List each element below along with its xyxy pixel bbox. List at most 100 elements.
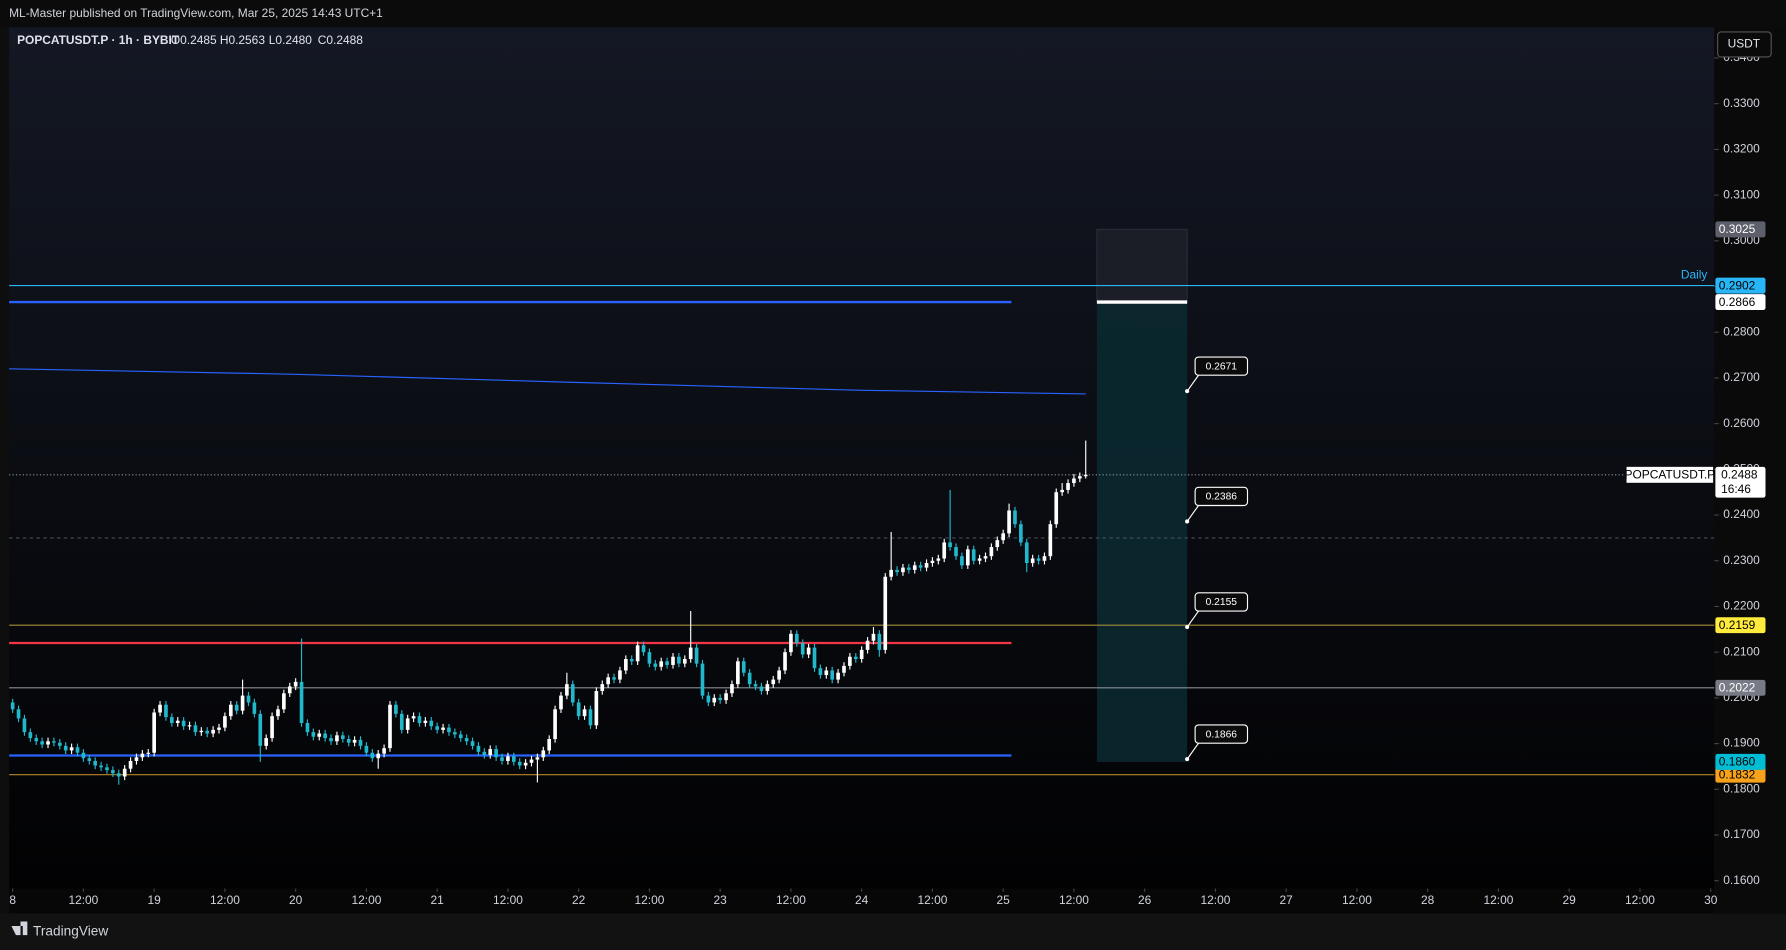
candle-body bbox=[1072, 478, 1076, 484]
candle-body bbox=[541, 750, 546, 758]
chart-layer: 0.16000.17000.18000.19000.20000.21000.22… bbox=[9, 50, 1766, 907]
candle-body bbox=[323, 733, 327, 739]
candle-body bbox=[977, 558, 982, 561]
candle-body bbox=[907, 567, 911, 570]
candle-body bbox=[712, 697, 717, 703]
candle-body bbox=[435, 726, 439, 730]
chart-title: POPCATUSDT.P · 1h · BYBIT bbox=[17, 33, 180, 47]
candle-body bbox=[718, 697, 722, 701]
plot-area bbox=[9, 27, 1715, 889]
candle-body bbox=[16, 709, 21, 719]
currency-button-label[interactable]: USDT bbox=[1728, 37, 1761, 51]
candle-body bbox=[417, 716, 422, 724]
candle-body bbox=[447, 727, 451, 733]
candle-body bbox=[370, 752, 375, 759]
candle-body bbox=[170, 717, 174, 724]
x-tick-label: 22 bbox=[572, 893, 586, 907]
candle-body bbox=[494, 749, 498, 758]
candle-body bbox=[924, 563, 929, 568]
candle-body bbox=[1078, 476, 1082, 479]
candle-body bbox=[63, 745, 68, 751]
candle-body bbox=[311, 732, 316, 737]
candle-body bbox=[75, 747, 80, 753]
ohlc-value: C0.2488 bbox=[318, 33, 363, 47]
position-target-zone bbox=[1096, 302, 1188, 762]
x-tick-label: 12:00 bbox=[1342, 893, 1372, 907]
candle-body bbox=[1030, 558, 1035, 564]
candle-body bbox=[305, 723, 310, 733]
candle-body bbox=[759, 686, 764, 692]
candle-body bbox=[694, 647, 699, 664]
y-tick-label: 0.2100 bbox=[1723, 644, 1760, 658]
candle-body bbox=[276, 709, 280, 717]
candle-body bbox=[641, 645, 646, 653]
candle-body bbox=[995, 540, 1000, 548]
candle-body bbox=[228, 704, 233, 717]
candle-body bbox=[500, 757, 504, 761]
candle-body bbox=[559, 695, 563, 710]
position-stop-label: 0.3025 bbox=[1719, 222, 1756, 236]
candle-body bbox=[329, 738, 333, 742]
y-tick-label: 0.2200 bbox=[1723, 599, 1760, 613]
x-tick-label: 12:00 bbox=[1059, 893, 1089, 907]
callout-pointer bbox=[1186, 610, 1199, 628]
candle-body bbox=[81, 752, 86, 759]
candle-body bbox=[700, 663, 705, 696]
candle-body bbox=[223, 716, 227, 728]
callout-pointer bbox=[1186, 505, 1199, 522]
candle-body bbox=[46, 741, 50, 745]
candle-body bbox=[69, 747, 74, 751]
callout-pointer bbox=[1186, 374, 1199, 392]
level-axis-label: 0.2902 bbox=[1719, 278, 1756, 292]
candle-body bbox=[848, 656, 852, 666]
x-tick-label: 12:00 bbox=[634, 893, 664, 907]
y-tick-label: 0.2800 bbox=[1723, 324, 1760, 338]
candle-body bbox=[10, 702, 15, 710]
candle-body bbox=[199, 730, 204, 733]
candle-body bbox=[93, 760, 98, 766]
candle-body bbox=[346, 739, 351, 743]
candle-body bbox=[52, 741, 56, 743]
candle-body bbox=[258, 713, 263, 746]
candle-body bbox=[765, 684, 770, 692]
x-tick-label: 12:00 bbox=[210, 893, 240, 907]
candle-body bbox=[629, 659, 634, 662]
candle-body bbox=[246, 695, 251, 703]
candle-body bbox=[453, 732, 457, 735]
candle-body bbox=[57, 742, 62, 746]
x-tick-label: 30 bbox=[1704, 893, 1718, 907]
candle-body bbox=[1060, 489, 1064, 493]
candle-body bbox=[600, 684, 605, 692]
candle-body bbox=[877, 633, 882, 650]
candle-body bbox=[376, 753, 381, 759]
candle-body bbox=[388, 704, 392, 749]
y-tick-label: 0.2300 bbox=[1723, 553, 1760, 567]
footer: TradingView bbox=[33, 923, 108, 938]
level-axis-label-bg bbox=[1715, 277, 1766, 294]
candle-body bbox=[954, 547, 958, 557]
currency-button[interactable] bbox=[1717, 31, 1772, 58]
candle-body bbox=[741, 661, 746, 673]
candle-body bbox=[140, 753, 145, 758]
candle-body bbox=[983, 556, 988, 559]
candle-body bbox=[818, 668, 823, 676]
y-tick-label: 0.3100 bbox=[1723, 187, 1760, 201]
callout-box bbox=[1194, 592, 1249, 612]
x-tick-label: 12:00 bbox=[1484, 893, 1514, 907]
candle-body bbox=[677, 656, 681, 664]
candle-body bbox=[895, 569, 899, 573]
candle-body bbox=[606, 677, 610, 685]
candle-body bbox=[1048, 524, 1053, 557]
candle-body bbox=[688, 647, 693, 660]
x-tick-label: 12:00 bbox=[917, 893, 947, 907]
candle-body bbox=[105, 767, 109, 771]
candle-body bbox=[682, 659, 687, 664]
candle-body bbox=[942, 542, 947, 559]
candle-body bbox=[859, 649, 864, 660]
candle-body bbox=[553, 709, 557, 740]
callout-box bbox=[1194, 356, 1249, 376]
candle-body bbox=[423, 720, 428, 724]
position-target-label-bg bbox=[1715, 753, 1766, 770]
level-axis-label: 0.1832 bbox=[1719, 767, 1756, 781]
candle-body bbox=[706, 695, 711, 703]
